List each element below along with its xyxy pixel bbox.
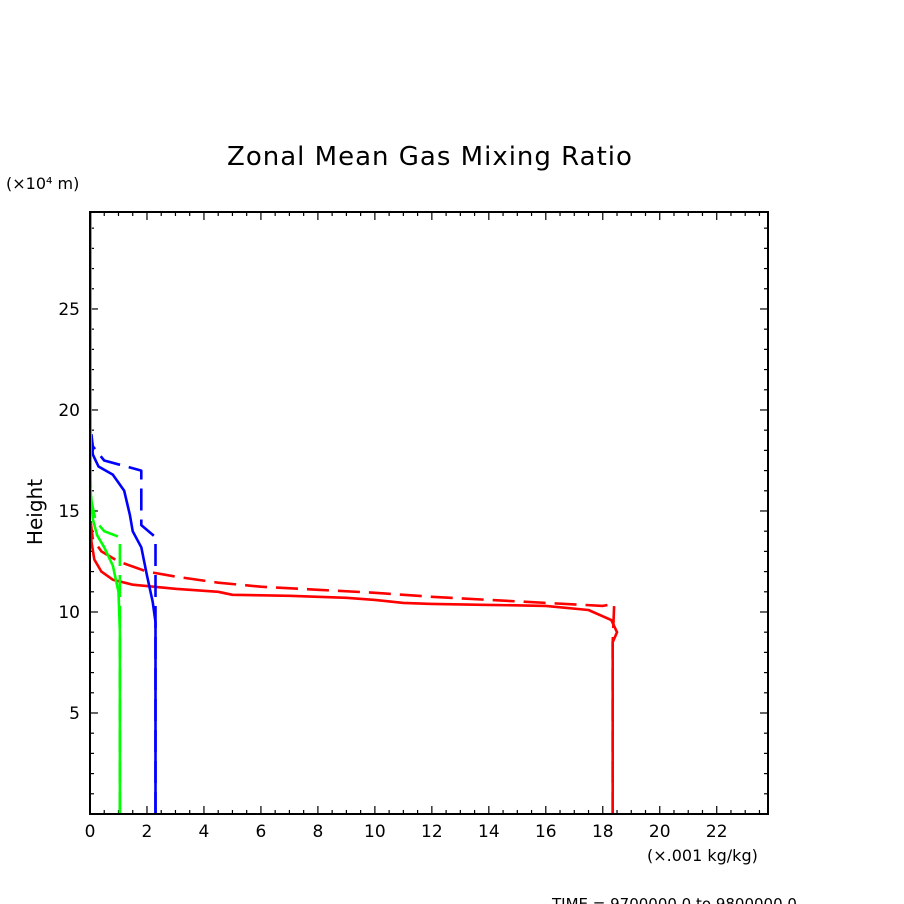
y-unit-label: (×10⁴ m)	[6, 174, 79, 193]
x-tick-label: 12	[421, 822, 443, 842]
x-tick-label: 18	[592, 822, 614, 842]
x-tick-label: 4	[199, 822, 210, 842]
x-tick-label: 14	[478, 822, 500, 842]
series-layer	[89, 212, 619, 814]
chart-title: Zonal Mean Gas Mixing Ratio	[227, 142, 633, 172]
x-tick-label: 16	[535, 822, 557, 842]
series-line-4	[90, 434, 157, 814]
y-tick-label: 25	[58, 300, 80, 320]
x-tick-label: 2	[142, 822, 153, 842]
y-tick-label: 10	[58, 603, 80, 623]
plot-frame	[89, 211, 769, 815]
x-tick-label: 0	[85, 822, 96, 842]
series-line-6	[89, 480, 122, 814]
x-tick-label: 22	[706, 822, 728, 842]
y-tick-label: 15	[58, 502, 80, 522]
time-footer: TIME = 9700000.0 to 9800000.0	[551, 895, 797, 904]
y-axis-title: Height	[23, 479, 47, 545]
x-tick-label: 10	[364, 822, 386, 842]
x-unit-label: (×.001 kg/kg)	[647, 846, 758, 865]
y-tick-label: 20	[58, 401, 80, 421]
y-tick-label: 5	[69, 704, 80, 724]
x-tick-label: 8	[312, 822, 323, 842]
series-line-2	[89, 520, 616, 814]
tick-labels: 0 2 4 6 8 10 12 14 16 18 20 22 5 10 15 20 25	[58, 300, 727, 842]
x-tick-label: 20	[649, 822, 671, 842]
x-tick-label: 6	[256, 822, 267, 842]
